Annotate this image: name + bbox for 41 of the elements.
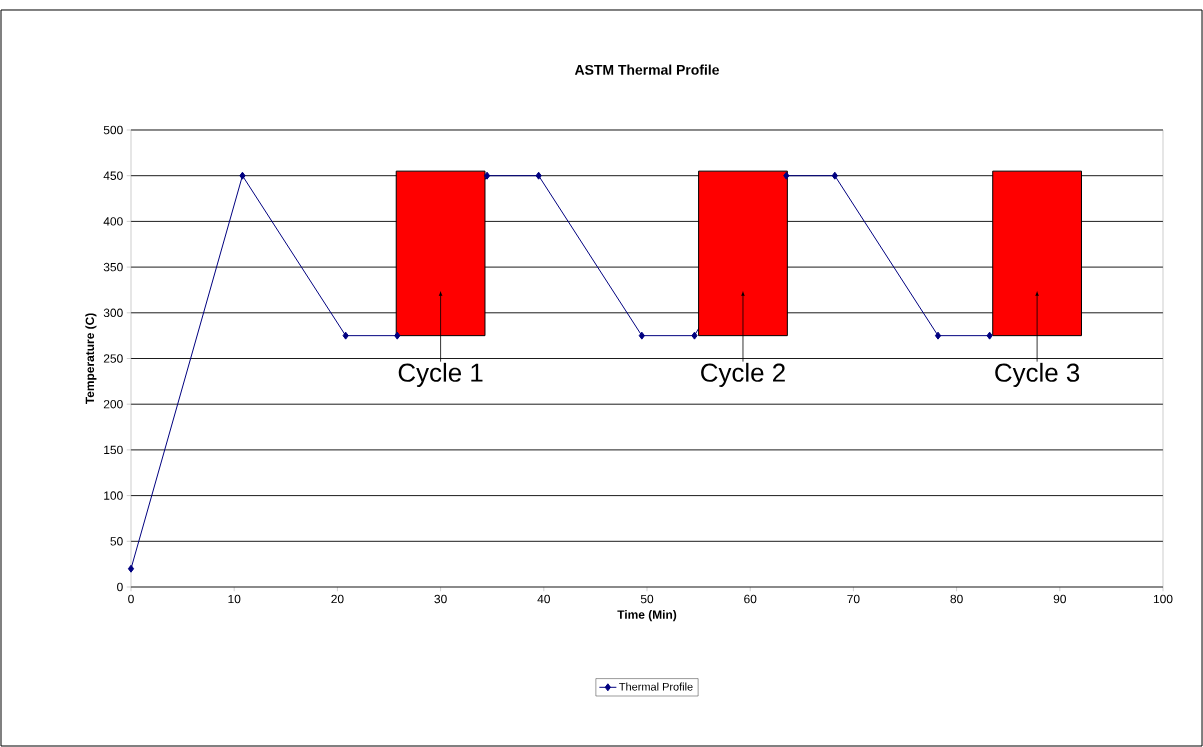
annotation: Cycle 2 — [701, 362, 785, 387]
point — [342, 331, 349, 340]
point — [535, 171, 542, 180]
y-axis-title: Temperature (C) — [85, 313, 97, 405]
y-tick-label: 450 — [103, 171, 123, 180]
y-tick-label: 150 — [104, 445, 123, 455]
x-tick-label: 0 — [128, 594, 134, 604]
x-tick-label: 40 — [537, 594, 550, 604]
legend-label: Thermal Profile — [619, 682, 693, 691]
y-tick-label: 0 — [117, 582, 123, 592]
point — [127, 564, 135, 573]
annotation: Cycle 3 — [995, 362, 1080, 387]
point — [239, 171, 246, 180]
x-tick-label: 60 — [744, 594, 757, 604]
x-tick-label: 90 — [1053, 594, 1066, 604]
x-tick-label: 30 — [434, 594, 447, 604]
y-tick-label: 200 — [103, 399, 123, 409]
y-tick-label: 250 — [103, 354, 123, 363]
point — [986, 331, 993, 340]
point — [483, 171, 491, 180]
point — [831, 171, 838, 180]
y-tick-label: 300 — [103, 308, 123, 318]
x-tick-label: 20 — [331, 594, 344, 604]
annotation: Cycle 1 — [398, 362, 483, 387]
x-tick-label: 10 — [228, 594, 241, 604]
chart-title: ASTM Thermal Profile — [574, 64, 719, 75]
x-axis-title: Time (Min) — [617, 610, 677, 622]
y-tick-label: 100 — [104, 491, 123, 500]
x-tick-label: 50 — [640, 594, 654, 604]
point — [638, 331, 645, 340]
point — [394, 331, 401, 340]
y-tick-label: 350 — [103, 262, 123, 272]
x-tick-label: 80 — [950, 594, 963, 604]
point — [934, 331, 942, 340]
y-tick-label: 500 — [103, 125, 123, 135]
y-tick-label: 50 — [110, 537, 123, 546]
x-tick-label: 70 — [847, 594, 860, 604]
x-tick-label: 100 — [1153, 594, 1173, 604]
y-tick-label: 400 — [103, 217, 123, 226]
point — [783, 171, 790, 180]
point — [691, 331, 698, 340]
